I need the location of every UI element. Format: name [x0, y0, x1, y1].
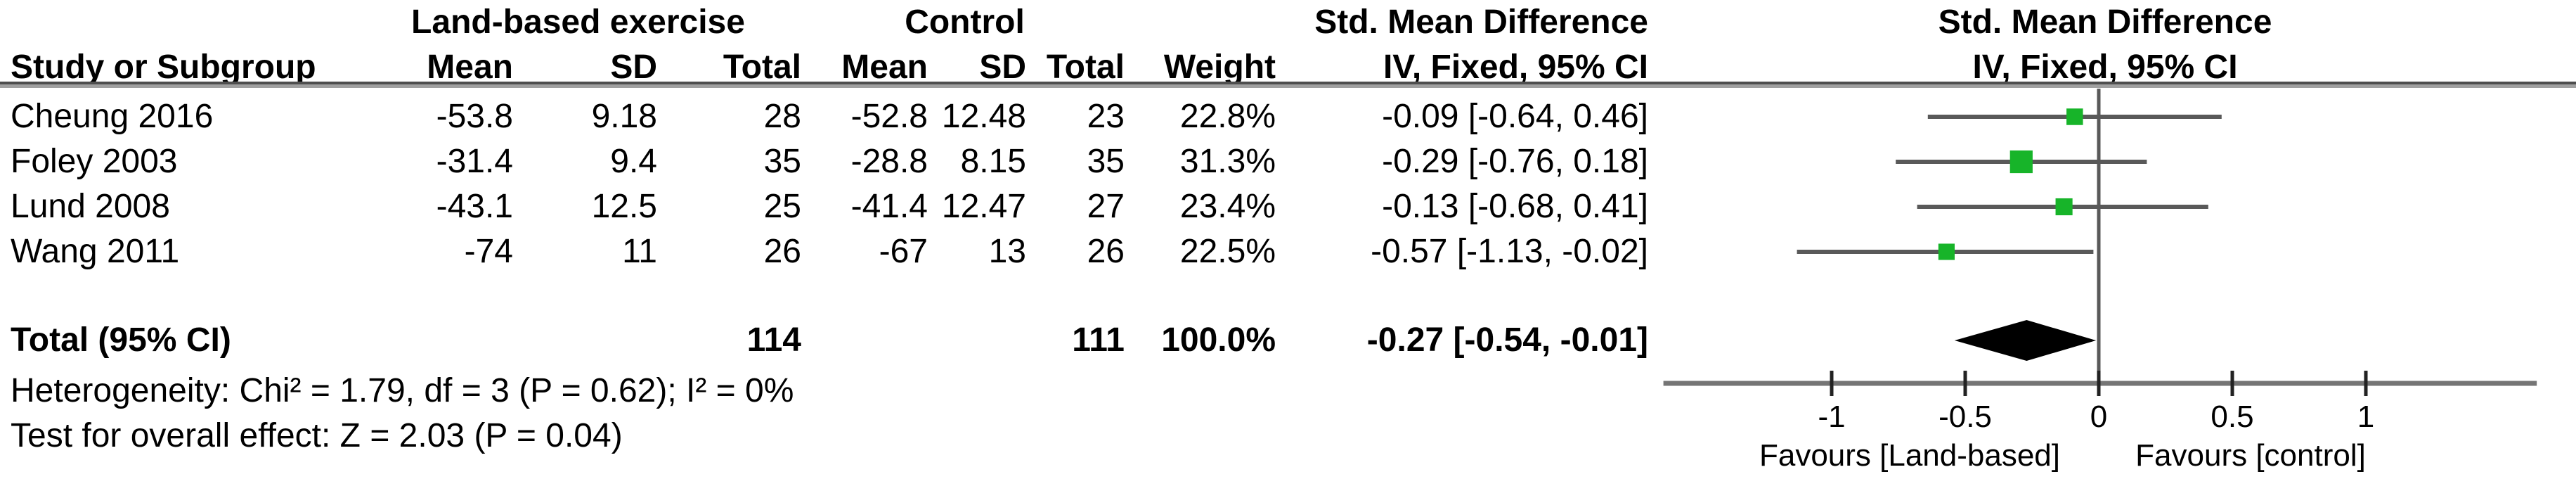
total-n-control: 111: [1072, 321, 1125, 359]
total-weight: 100.0%: [1161, 321, 1276, 359]
sd-land: 12.5: [591, 188, 657, 225]
sd-control: 12.48: [941, 98, 1026, 135]
col-header-sd-control: SD: [979, 49, 1026, 86]
heterogeneity-note: Heterogeneity: Chi² = 1.79, df = 3 (P = …: [11, 372, 794, 409]
mean-control: -52.8: [850, 98, 928, 135]
col-header-sd-land: SD: [610, 49, 657, 86]
group-header-control: Control: [905, 4, 1025, 41]
mean-land: -31.4: [436, 143, 513, 180]
total-effect-estimate: -0.27 [-0.54, -0.01]: [1366, 321, 1648, 359]
total-control: 23: [1087, 98, 1125, 135]
sd-land: 9.18: [591, 98, 657, 135]
weight: 31.3%: [1179, 143, 1276, 180]
col-header-mean-land: Mean: [427, 49, 513, 86]
sd-control: 13: [988, 233, 1026, 270]
total-control: 35: [1087, 143, 1125, 180]
col-header-total-control: Total: [1046, 49, 1125, 86]
plot-column-subtitle: IV, Fixed, 95% CI: [1972, 49, 2238, 86]
sd-control: 8.15: [960, 143, 1026, 180]
sd-land: 11: [622, 233, 657, 270]
axis-tick-label: 1: [2357, 400, 2374, 434]
study-name: Wang 2011: [11, 233, 180, 270]
effect-estimate: -0.57 [-1.13, -0.02]: [1371, 233, 1648, 270]
mean-land: -53.8: [436, 98, 513, 135]
group-header-land: Land-based exercise: [411, 4, 745, 41]
point-estimate-marker: [2066, 108, 2083, 125]
total-n-land: 114: [746, 321, 801, 359]
total-label: Total (95% CI): [11, 321, 231, 359]
mean-land: -74: [464, 233, 513, 270]
mean-land: -43.1: [436, 188, 513, 225]
point-estimate-marker: [1938, 243, 1955, 260]
study-name: Cheung 2016: [11, 98, 214, 135]
point-estimate-marker: [2009, 150, 2033, 174]
forest-plot-graphic: -1 -0.5 0 0.5 1 Favours [Land-based] Favours […: [1663, 89, 2537, 473]
plot-column-title: Std. Mean Difference: [1938, 4, 2272, 41]
pooled-effect-diamond: [1954, 320, 2097, 361]
effect-estimate: -0.13 [-0.68, 0.41]: [1382, 188, 1648, 225]
axis-tick-label: 0: [2090, 400, 2107, 434]
total-control: 26: [1087, 233, 1125, 270]
effect-estimate: -0.29 [-0.76, 0.18]: [1382, 143, 1648, 180]
total-land: 25: [763, 188, 801, 225]
overall-effect-note: Test for overall effect: Z = 2.03 (P = 0…: [11, 417, 623, 454]
axis-tick-label: -0.5: [1939, 400, 1992, 434]
sd-land: 9.4: [610, 143, 657, 180]
col-header-weight: Weight: [1163, 49, 1276, 86]
effect-column-title: Std. Mean Difference: [1314, 4, 1648, 41]
study-name: Foley 2003: [11, 143, 178, 180]
header-divider: [0, 82, 2576, 88]
favours-left-label: Favours [Land-based]: [1759, 438, 2060, 473]
weight: 23.4%: [1179, 188, 1276, 225]
weight: 22.8%: [1179, 98, 1276, 135]
weight: 22.5%: [1179, 233, 1276, 270]
total-land: 26: [763, 233, 801, 270]
axis-tick-label: 0.5: [2211, 400, 2253, 434]
col-header-effect-sub: IV, Fixed, 95% CI: [1383, 49, 1648, 86]
effect-estimate: -0.09 [-0.64, 0.46]: [1382, 98, 1648, 135]
total-land: 35: [763, 143, 801, 180]
study-name: Lund 2008: [11, 188, 170, 225]
favours-right-label: Favours [control]: [2135, 438, 2366, 473]
mean-control: -41.4: [850, 188, 928, 225]
mean-control: -67: [879, 233, 928, 270]
col-header-mean-control: Mean: [841, 49, 928, 86]
col-header-total-land: Total: [723, 49, 801, 86]
sd-control: 12.47: [941, 188, 1026, 225]
total-land: 28: [763, 98, 801, 135]
mean-control: -28.8: [850, 143, 928, 180]
col-header-study: Study or Subgroup: [11, 49, 316, 86]
point-estimate-marker: [2055, 198, 2073, 216]
axis-tick-label: -1: [1818, 400, 1845, 434]
total-control: 27: [1087, 188, 1125, 225]
